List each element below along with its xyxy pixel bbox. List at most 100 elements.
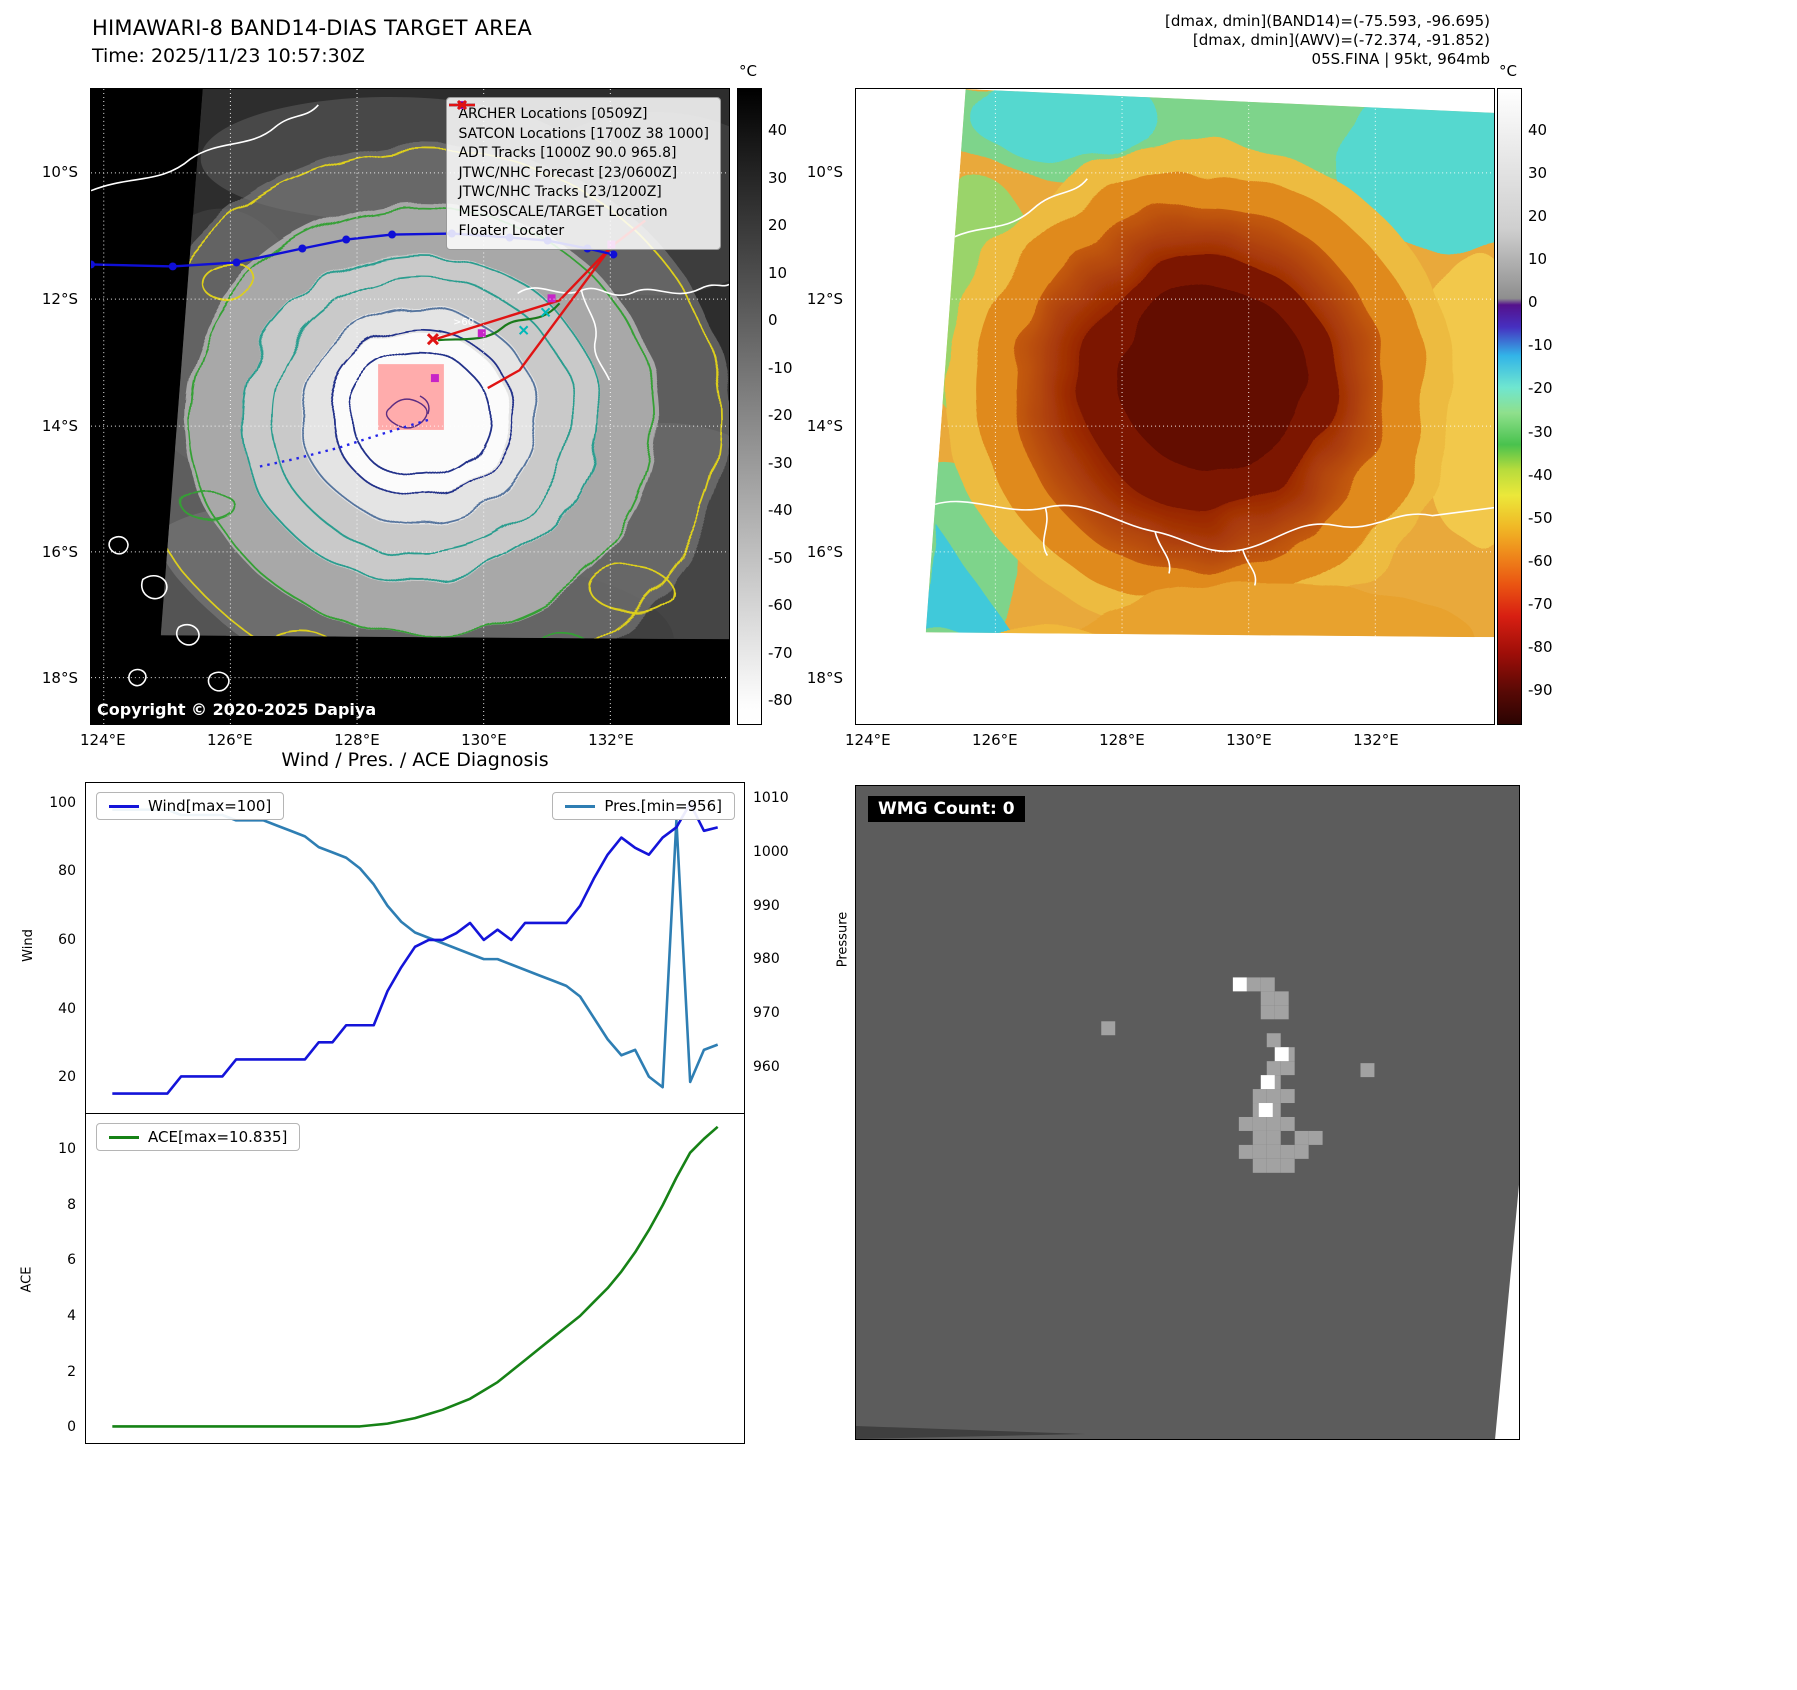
- pressure-legend: Pres.[min=956]: [552, 792, 735, 820]
- chart-tick-label: 990: [753, 897, 780, 914]
- band14-satellite-map: ARCHER Locations [0509Z] SATCON Locations…: [90, 88, 730, 725]
- wmg-image: [856, 977, 1519, 1439]
- wind-line-sample: [109, 804, 139, 808]
- band14-latitude-axis: 10°S 12°S 14°S 16°S 18°S: [36, 88, 82, 725]
- colorbar-tick-label: -10: [1528, 336, 1553, 355]
- colorbar-tick-label: -90: [1528, 680, 1553, 699]
- colorbar-tick-label: 20: [768, 216, 788, 235]
- header-left: HIMAWARI-8 BAND14-DIAS TARGET AREA Time:…: [92, 16, 532, 67]
- pressure-axis-label: Pressure: [835, 911, 851, 968]
- ace-line-sample: [109, 1135, 139, 1139]
- wmg-count-label: WMG Count: 0: [868, 796, 1025, 822]
- line-marker-icon: [449, 103, 476, 107]
- chart-tick-label: 980: [753, 951, 780, 968]
- colorbar-tick-label: -70: [768, 643, 793, 662]
- chart-tick-label: 6: [67, 1252, 76, 1269]
- awv-colorbar: [1497, 88, 1522, 725]
- pressure-legend-label: Pres.[min=956]: [604, 797, 722, 815]
- colorbar-tick-label: 30: [1528, 164, 1548, 183]
- x-tick-label: 124°E: [844, 731, 891, 749]
- awv-latitude-axis: 10°S 12°S 14°S 16°S 18°S: [801, 88, 847, 725]
- awv-image: [856, 89, 1494, 724]
- wind-axis-label: Wind: [20, 929, 36, 962]
- colorbar-tick-label: -70: [1528, 594, 1553, 613]
- awv-colorbar-unit: °C: [1499, 62, 1517, 80]
- graticule: [856, 89, 1494, 724]
- x-tick-label: 132°E: [588, 731, 634, 749]
- wmg-pixel-clusters: [1101, 977, 1375, 1173]
- band14-colorbar: [737, 88, 762, 725]
- chart-tick-label: 1010: [753, 790, 789, 807]
- timestamp: Time: 2025/11/23 10:57:30Z: [92, 45, 365, 67]
- chart-tick-label: 2: [67, 1363, 76, 1380]
- colorbar-tick-label: 40: [1528, 121, 1548, 140]
- colorbar-tick-label: 10: [1528, 250, 1548, 269]
- colorbar-tick-label: -80: [768, 691, 793, 710]
- diagnosis-title: Wind / Pres. / ACE Diagnosis: [281, 749, 549, 771]
- x-tick-label: 124°E: [79, 731, 126, 749]
- legend-item-label: ADT Tracks [1000Z 90.0 965.8]: [458, 145, 677, 161]
- colorbar-tick-label: -20: [1528, 379, 1553, 398]
- colorbar-tick-label: -40: [768, 501, 793, 520]
- colorbar-tick-label: 0: [768, 311, 778, 330]
- ace-line: [112, 1125, 719, 1428]
- colorbar-tick-label: -20: [768, 406, 793, 425]
- x-tick-label: 128°E: [334, 731, 380, 749]
- jtwc-forecast-track: [258, 418, 429, 468]
- series-Wind[max=100]: [112, 802, 718, 1095]
- y-tick-label: 12°S: [41, 289, 78, 308]
- y-tick-label: 14°S: [41, 417, 78, 436]
- colorbar-tick-label: 30: [768, 168, 788, 187]
- chart-tick-label: 20: [58, 1069, 76, 1086]
- y-tick-label: 10°S: [806, 163, 843, 182]
- wind-legend-label: Wind[max=100]: [148, 797, 272, 815]
- legend-item-label: JTWC/NHC Tracks [23/1200Z]: [458, 184, 662, 200]
- ace-axis-label: ACE: [19, 1266, 35, 1293]
- colorbar-tick-label: -30: [1528, 422, 1553, 441]
- x-tick-label: 126°E: [207, 731, 253, 749]
- awv-coastlines: [925, 178, 1494, 586]
- ace-legend-label: ACE[max=10.835]: [148, 1128, 288, 1146]
- x-tick-label: 132°E: [1353, 731, 1399, 749]
- y-tick-label: 10°S: [41, 163, 78, 182]
- colorbar-tick-label: 10: [768, 263, 788, 282]
- colorbar-tick-label: -30: [768, 453, 793, 472]
- swath-edge-wedge: [1495, 1184, 1519, 1439]
- y-tick-label: 18°S: [41, 669, 78, 688]
- chart-tick-label: 4: [67, 1308, 76, 1325]
- awv-longitude-axis: 124°E 126°E 128°E 130°E 132°E: [845, 731, 1495, 751]
- pressure-line-sample: [565, 804, 596, 808]
- chart-tick-label: 60: [58, 931, 76, 948]
- chart-tick-label: 10: [58, 1141, 76, 1158]
- y-tick-label: 18°S: [806, 669, 843, 688]
- y-tick-label: 16°S: [806, 543, 843, 562]
- colorbar-tick-label: -10: [768, 358, 793, 377]
- legend-item-label: ARCHER Locations [0509Z]: [458, 106, 648, 122]
- chart-tick-label: 80: [58, 863, 76, 880]
- pressure-y-axis: 960 970 980 990 1000 1010: [751, 782, 797, 1115]
- colorbar-tick-label: 0: [1528, 293, 1538, 312]
- x-tick-label: 130°E: [1226, 731, 1272, 749]
- band14-colorbar-ticks: 40 30 20 10 0 -10 -20 -30 -40 -50 -60 -70 -80: [768, 88, 812, 725]
- chart-tick-label: 0: [67, 1419, 76, 1436]
- colorbar-tick-label: 40: [768, 121, 788, 140]
- x-tick-label: 126°E: [972, 731, 1018, 749]
- legend-item-label: JTWC/NHC Forecast [23/0600Z]: [458, 164, 678, 181]
- colorbar-tick-label: -60: [1528, 551, 1553, 570]
- band14-colorbar-unit: °C: [739, 62, 757, 80]
- band14-swath: [160, 89, 729, 640]
- awv-colorbar-ticks: 40 30 20 10 0 -10 -20 -30 -40 -50 -60 -70 -80 -90: [1528, 88, 1572, 725]
- band14-image: [91, 89, 729, 724]
- legend-item-label: MESOSCALE/TARGET Location: [458, 203, 668, 220]
- y-tick-label: 14°S: [806, 417, 843, 436]
- storm-id-intensity: 05S.FINA | 95kt, 964mb: [1311, 50, 1490, 68]
- chart-tick-label: 40: [58, 1000, 76, 1017]
- temperature-contours: [160, 149, 721, 640]
- wmg-panel: WMG Count: 0: [855, 785, 1520, 1440]
- colorbar-tick-label: 20: [1528, 207, 1548, 226]
- eye-contour-scribble: [385, 395, 430, 429]
- legend-item-6: Floater Locater: [449, 103, 709, 242]
- colorbar-tick-label: -60: [768, 596, 793, 615]
- dmax-dmin-awv: [dmax, dmin](AWV)=(-72.374, -91.852): [1192, 31, 1490, 49]
- wind-pressure-lines: [112, 802, 719, 1095]
